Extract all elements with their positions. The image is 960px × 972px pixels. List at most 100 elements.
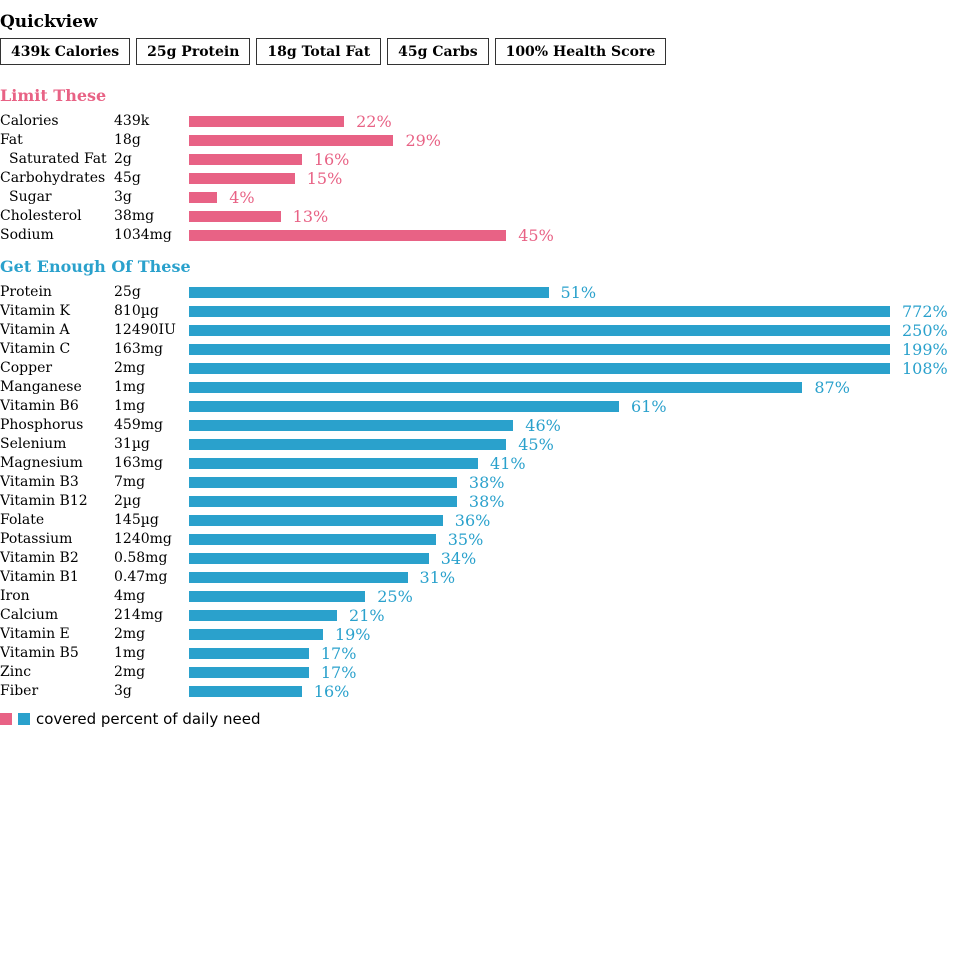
chart-row-limit: Sodium 1034mg 45% [0,226,960,245]
nutrient-name: Sodium [0,227,54,243]
chart-row-limit: Carbohydrates 45g 15% [0,169,960,188]
nutrient-amount: 25g [114,284,141,300]
get-enough-heading: Get Enough Of These [0,257,191,276]
percent-label: 46% [525,416,561,435]
chart-row-limit: Sugar 3g 4% [0,188,960,207]
legend-label: covered percent of daily need [36,710,261,728]
bar-limit [189,154,302,165]
chart-row-limit: Saturated Fat 2g 16% [0,150,960,169]
percent-label: 772% [902,302,948,321]
bar-enough [189,306,890,317]
nutrient-name: Calcium [0,607,59,623]
chart-row-enough: Copper 2mg 108% [0,359,960,378]
health-score-tile: 100% Health Score [494,38,667,65]
nutrient-name: Cholesterol [0,208,82,224]
bar-enough [189,648,309,659]
percent-label: 19% [334,625,371,644]
bar-enough [189,439,507,450]
percent-label: 38% [468,473,505,492]
nutrient-name: Vitamin C [0,341,71,357]
nutrient-amount: 163mg [114,455,163,471]
nutrient-amount: 38mg [114,208,155,224]
bar-enough [189,363,890,374]
nutrient-name: Vitamin K [0,303,70,319]
bar-enough [189,496,457,507]
percent-label: 17% [320,644,357,663]
percent-label: 16% [313,150,350,169]
bar-limit [189,211,281,222]
chart-row-enough: Vitamin B2 0.58mg 34% [0,549,960,568]
bar-enough [189,534,436,545]
nutrient-amount: 45g [114,170,141,186]
bar-limit [189,173,295,184]
nutrient-amount: 439k [114,113,150,129]
nutrient-name: Fiber [0,683,39,699]
nutrient-name: Phosphorus [0,417,84,433]
nutrient-amount: 214mg [114,607,163,623]
nutrient-name: Vitamin B2 [0,550,79,566]
nutrient-amount: 163mg [114,341,163,357]
nutrient-amount: 2mg [114,664,146,680]
nutrient-name: Folate [0,512,45,528]
chart-row-enough: Folate 145µg 36% [0,511,960,530]
chart-row-enough: Calcium 214mg 21% [0,606,960,625]
nutrient-name: Vitamin B3 [0,474,79,490]
chart-row-enough: Phosphorus 459mg 46% [0,416,960,435]
chart-row-enough: Vitamin B5 1mg 17% [0,644,960,663]
chart-row-limit: Fat 18g 29% [0,131,960,150]
bar-enough [189,344,890,355]
chart-row-enough: Iron 4mg 25% [0,587,960,606]
percent-label: 41% [490,454,526,473]
percent-label: 87% [814,378,850,397]
chart-row-enough: Vitamin B3 7mg 38% [0,473,960,492]
nutrient-amount: 3g [114,683,132,699]
percent-label: 21% [349,606,385,625]
nutrient-amount: 810µg [114,303,159,319]
percent-label: 45% [518,226,554,245]
bar-enough [189,515,443,526]
percent-label: 61% [631,397,667,416]
bar-enough [189,686,302,697]
chart-row-enough: Manganese 1mg 87% [0,378,960,397]
bar-enough [189,382,803,393]
nutrient-amount: 145µg [114,512,159,528]
nutrient-amount: 4mg [114,588,146,604]
percent-label: 25% [377,587,413,606]
nutrient-amount: 0.47mg [114,569,168,585]
chart-row-enough: Vitamin B12 2µg 38% [0,492,960,511]
bar-limit [189,230,507,241]
percent-label: 108% [902,359,948,378]
bar-limit [189,192,218,203]
bar-enough [189,610,338,621]
nutrient-name: Zinc [0,664,32,680]
carbs-tile: 45g Carbs [387,38,489,65]
percent-label: 35% [447,530,484,549]
nutrient-amount: 3g [114,189,132,205]
chart-row-enough: Magnesium 163mg 41% [0,454,960,473]
percent-label: 250% [902,321,948,340]
nutrient-name: Vitamin B6 [0,398,79,414]
quickview-title: Quickview [0,12,98,32]
nutrient-name: Potassium [0,531,73,547]
bar-enough [189,572,408,583]
nutrient-name: Saturated Fat [9,151,107,167]
nutrient-name: Selenium [0,436,67,452]
nutrient-amount: 2mg [114,626,146,642]
nutrient-amount: 2mg [114,360,146,376]
percent-label: 31% [419,568,456,587]
bar-limit [189,135,394,146]
percent-label: 4% [229,188,255,207]
nutrient-name: Magnesium [0,455,83,471]
nutrient-amount: 12490IU [114,322,176,338]
bar-enough [189,458,479,469]
chart-row-limit: Calories 439k 22% [0,112,960,131]
bar-enough [189,401,620,412]
nutrient-name: Vitamin B12 [0,493,88,509]
nutrient-amount: 7mg [114,474,146,490]
percent-label: 38% [468,492,505,511]
nutrient-name: Vitamin E [0,626,70,642]
chart-row-enough: Vitamin A 12490IU 250% [0,321,960,340]
percent-label: 29% [405,131,441,150]
percent-label: 34% [440,549,477,568]
chart-row-enough: Vitamin B6 1mg 61% [0,397,960,416]
